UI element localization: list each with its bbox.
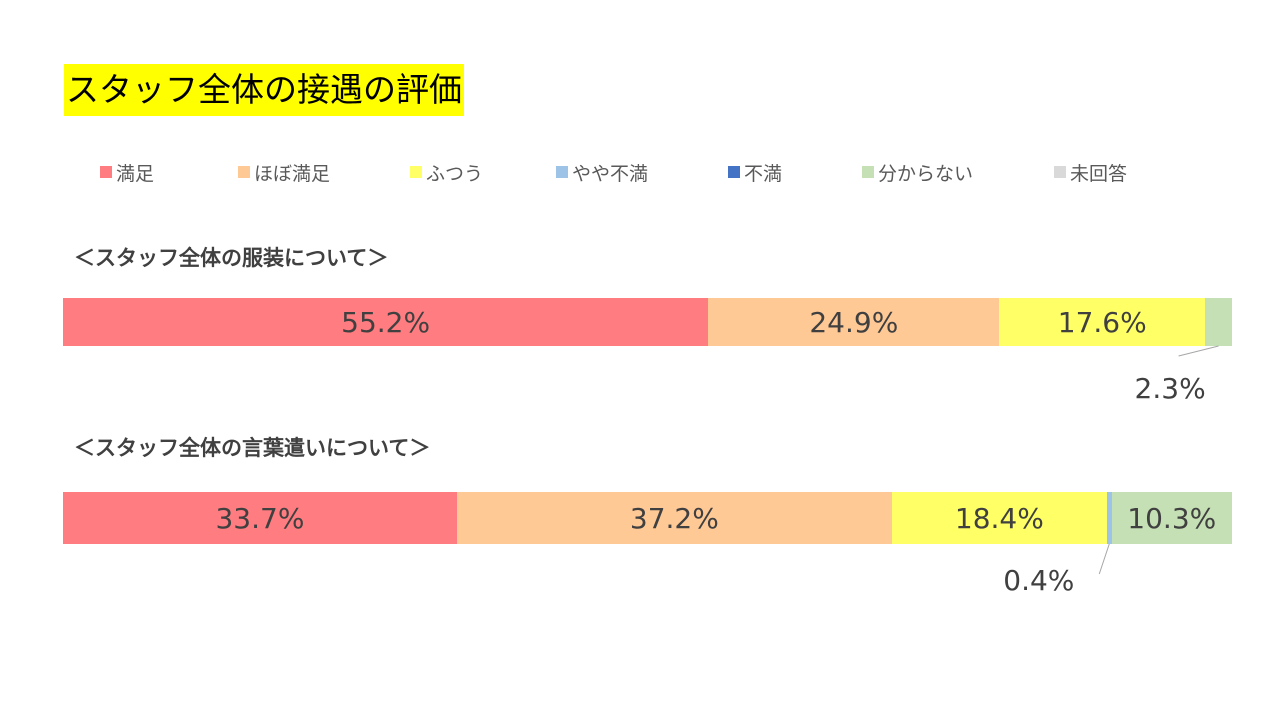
legend-label: ふつう	[426, 162, 484, 185]
legend-item-2: ほぼ満足	[238, 158, 330, 186]
bar-segment-2-1: 33.7%	[63, 492, 457, 544]
legend-swatch	[238, 166, 250, 178]
chart-1-bar: 55.2% 24.9% 17.6%	[63, 298, 1232, 346]
chart-1-label: ＜スタッフ全体の服装について＞	[74, 246, 389, 270]
legend-swatch	[862, 166, 874, 178]
data-label: 24.9%	[809, 305, 899, 339]
bar-segment-2-3: 18.4%	[891, 492, 1107, 544]
legend-swatch	[410, 166, 422, 178]
legend-item-3: ふつう	[410, 158, 483, 186]
bar-segment-1-6	[1205, 298, 1232, 346]
data-label-external: 0.4%	[1003, 564, 1075, 597]
legend-swatch	[556, 166, 568, 178]
legend-item-4: やや不満	[556, 158, 648, 186]
legend-item-1: 満足	[100, 158, 154, 186]
data-label: 17.6%	[1057, 305, 1147, 339]
legend: 満足 ほぼ満足 ふつう やや不満 不満 分からない 未回答	[100, 158, 1180, 186]
data-label: 18.4%	[954, 501, 1044, 535]
bar-segment-2-6: 10.3%	[1111, 492, 1232, 544]
legend-swatch	[1054, 166, 1066, 178]
data-label: 10.3%	[1127, 501, 1217, 535]
legend-label: 分からない	[878, 162, 974, 185]
chart-title: スタッフ全体の接遇の評価	[64, 64, 464, 116]
legend-label: ほぼ満足	[254, 162, 331, 185]
chart-2-label: ＜スタッフ全体の言葉遣いについて＞	[74, 436, 431, 460]
legend-label: 未回答	[1070, 162, 1128, 185]
leader-line	[1098, 543, 1110, 575]
legend-label: 不満	[744, 162, 783, 185]
data-label: 55.2%	[341, 305, 431, 339]
bar-segment-2-2: 37.2%	[456, 492, 892, 544]
legend-swatch	[100, 166, 112, 178]
bar-segment-1-2: 24.9%	[708, 298, 1000, 346]
legend-label: やや不満	[572, 162, 649, 185]
bar-segment-1-1: 55.2%	[63, 298, 709, 346]
legend-item-5: 不満	[728, 158, 782, 186]
bar-segment-1-3: 17.6%	[999, 298, 1206, 346]
bar-segment-2-4	[1106, 492, 1112, 544]
data-label: 33.7%	[215, 501, 305, 535]
data-label-external: 2.3%	[1134, 372, 1206, 405]
legend-label: 満足	[116, 162, 155, 185]
legend-item-7: 未回答	[1054, 158, 1127, 186]
legend-swatch	[728, 166, 740, 178]
legend-item-6: 分からない	[862, 158, 973, 186]
leader-line	[1178, 345, 1219, 357]
data-label: 37.2%	[629, 501, 719, 535]
chart-2-bar: 33.7% 37.2% 18.4% 10.3%	[63, 492, 1232, 544]
